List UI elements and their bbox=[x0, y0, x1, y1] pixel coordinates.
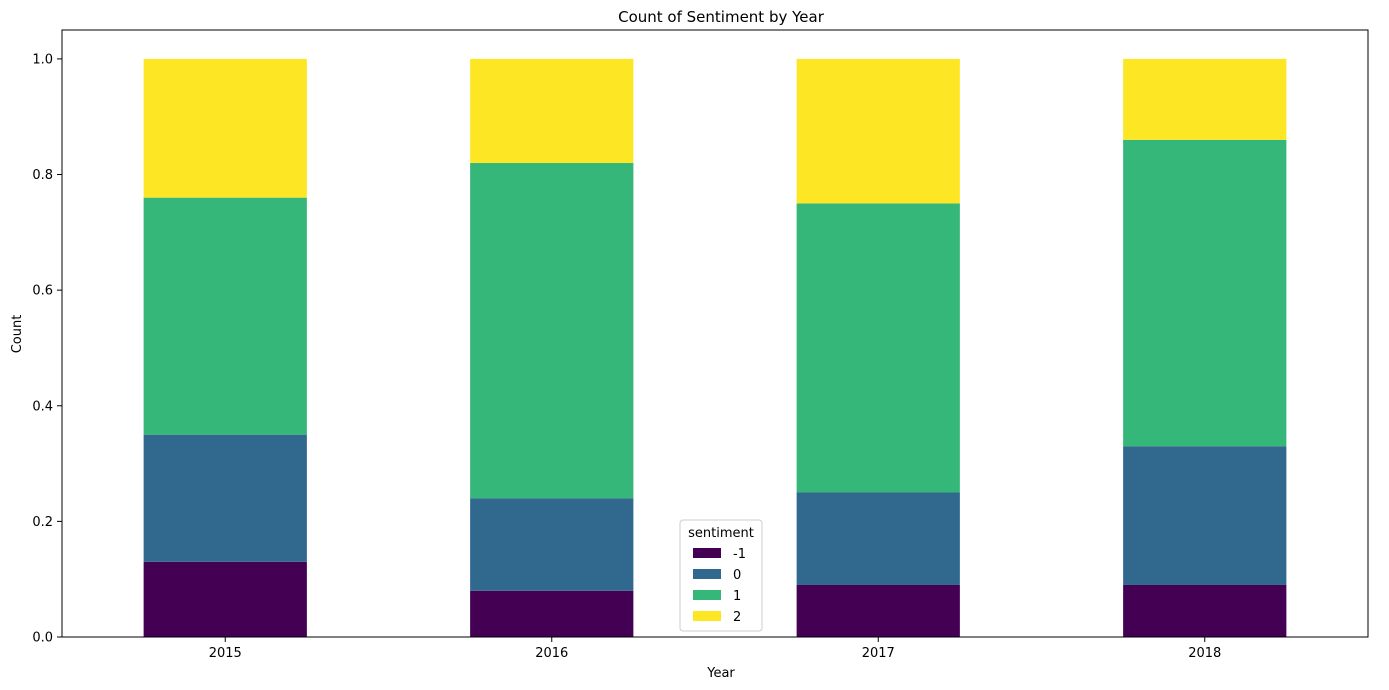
bar-2018-sentiment-2 bbox=[1123, 58, 1287, 140]
legend-swatch-1 bbox=[693, 590, 721, 600]
legend: sentiment -1 0 1 2 bbox=[679, 519, 763, 632]
legend-label: 1 bbox=[733, 589, 741, 604]
x-tick-label: 2016 bbox=[535, 646, 568, 661]
legend-swatch-0 bbox=[693, 569, 721, 579]
x-axis-label: Year bbox=[706, 666, 735, 681]
bar-2018-sentiment-1 bbox=[1123, 139, 1287, 447]
y-axis-label: Count bbox=[10, 315, 25, 354]
bar-2016-sentiment-2 bbox=[470, 58, 634, 163]
bars-group bbox=[143, 58, 1287, 637]
bar-2016-sentiment-1 bbox=[470, 162, 634, 499]
bar-2017-sentiment-2 bbox=[796, 58, 960, 204]
y-tick-label: 1.0 bbox=[32, 52, 53, 67]
bar-2018-sentiment-0 bbox=[1123, 446, 1287, 585]
bar-2015-sentiment-0 bbox=[143, 434, 307, 562]
bar-2017-sentiment-1 bbox=[796, 203, 960, 493]
y-tick-label: 0.8 bbox=[32, 168, 53, 183]
y-tick-label: 0.4 bbox=[32, 399, 53, 414]
bar-2018-sentiment--1 bbox=[1123, 584, 1287, 637]
y-axis: 0.0 0.2 0.4 0.6 0.8 1.0 bbox=[32, 52, 62, 646]
y-tick-label: 0.2 bbox=[32, 515, 53, 530]
legend-items: -1 0 1 2 bbox=[693, 547, 746, 625]
x-axis: 2015 2016 2017 2018 bbox=[209, 637, 1221, 661]
bar-2015-sentiment--1 bbox=[143, 561, 307, 637]
legend-swatch--1 bbox=[693, 548, 721, 558]
bar-2017-sentiment--1 bbox=[796, 584, 960, 637]
plot-frame bbox=[61, 29, 1369, 638]
bar-2015-sentiment-2 bbox=[143, 58, 307, 198]
legend-label: 2 bbox=[733, 610, 741, 625]
chart-title: Count of Sentiment by Year bbox=[618, 8, 825, 26]
bar-2015-sentiment-1 bbox=[143, 197, 307, 435]
legend-label: -1 bbox=[733, 547, 746, 562]
bar-2017-sentiment-0 bbox=[796, 492, 960, 585]
bar-2016-sentiment--1 bbox=[470, 590, 634, 637]
x-tick-label: 2018 bbox=[1188, 646, 1221, 661]
legend-label: 0 bbox=[733, 568, 741, 583]
x-tick-label: 2015 bbox=[209, 646, 242, 661]
y-tick-label: 0.0 bbox=[32, 631, 53, 646]
y-tick-label: 0.6 bbox=[32, 284, 53, 299]
legend-title: sentiment bbox=[688, 526, 754, 541]
legend-swatch-2 bbox=[693, 611, 721, 621]
x-tick-label: 2017 bbox=[862, 646, 895, 661]
bar-2016-sentiment-0 bbox=[470, 498, 634, 591]
